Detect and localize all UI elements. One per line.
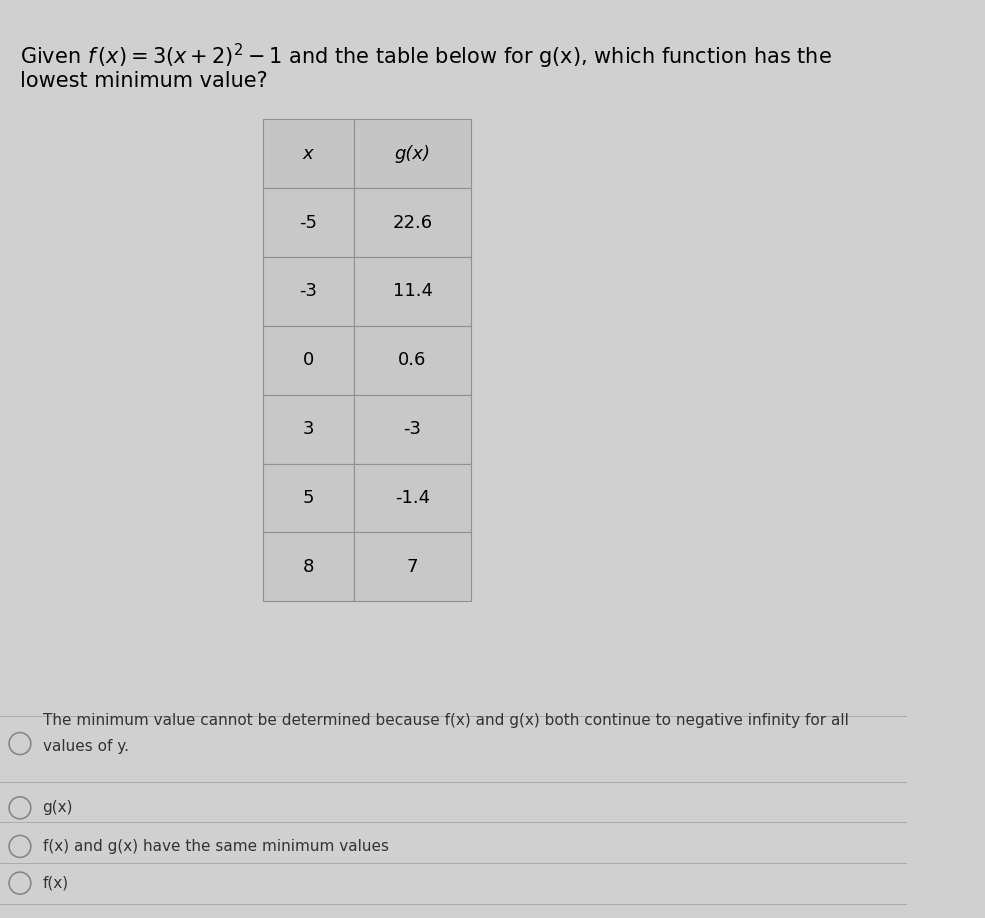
Text: x: x bbox=[303, 145, 313, 162]
Bar bbox=[354, 532, 472, 601]
Bar bbox=[263, 188, 354, 257]
Bar bbox=[354, 188, 472, 257]
Text: f(x): f(x) bbox=[42, 876, 69, 890]
Text: values of y.: values of y. bbox=[42, 739, 129, 754]
Text: The minimum value cannot be determined because f(x) and g(x) both continue to ne: The minimum value cannot be determined b… bbox=[42, 713, 848, 728]
Text: -3: -3 bbox=[299, 283, 317, 300]
Text: g(x): g(x) bbox=[42, 800, 73, 815]
Text: 0: 0 bbox=[302, 352, 314, 369]
Bar bbox=[354, 395, 472, 464]
Text: 3: 3 bbox=[302, 420, 314, 438]
Text: -5: -5 bbox=[299, 214, 317, 231]
Text: 8: 8 bbox=[302, 558, 314, 576]
Bar bbox=[263, 326, 354, 395]
Bar bbox=[354, 464, 472, 532]
Bar bbox=[354, 257, 472, 326]
Text: lowest minimum value?: lowest minimum value? bbox=[20, 71, 268, 91]
Text: 22.6: 22.6 bbox=[392, 214, 432, 231]
Text: 11.4: 11.4 bbox=[392, 283, 432, 300]
Bar bbox=[263, 119, 354, 188]
Text: Given $f\,(x) = 3(x+2)^2 - 1$ and the table below for g(x), which function has t: Given $f\,(x) = 3(x+2)^2 - 1$ and the ta… bbox=[20, 41, 831, 71]
Text: f(x) and g(x) have the same minimum values: f(x) and g(x) have the same minimum valu… bbox=[42, 839, 389, 854]
Bar bbox=[354, 119, 472, 188]
Bar bbox=[263, 464, 354, 532]
Text: 0.6: 0.6 bbox=[398, 352, 427, 369]
Text: 5: 5 bbox=[302, 489, 314, 507]
Text: g(x): g(x) bbox=[395, 145, 430, 162]
Bar bbox=[263, 532, 354, 601]
Bar bbox=[263, 395, 354, 464]
Text: -3: -3 bbox=[404, 420, 422, 438]
Text: 7: 7 bbox=[407, 558, 419, 576]
Bar bbox=[263, 257, 354, 326]
Text: -1.4: -1.4 bbox=[395, 489, 430, 507]
Bar bbox=[354, 326, 472, 395]
